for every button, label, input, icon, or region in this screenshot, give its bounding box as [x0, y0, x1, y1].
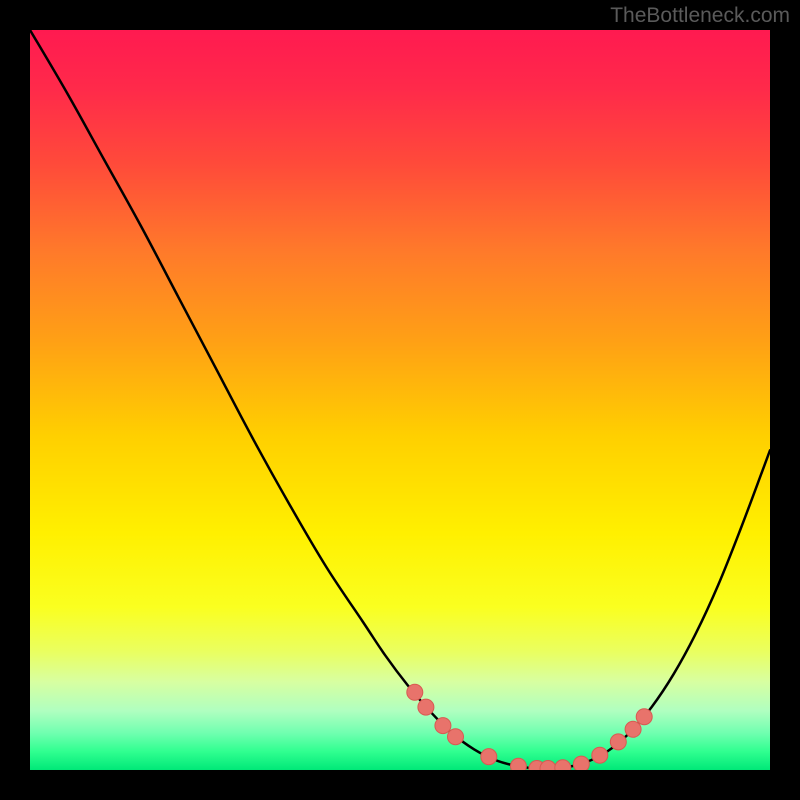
data-marker [610, 734, 626, 750]
data-marker [573, 756, 589, 770]
watermark-text: TheBottleneck.com [610, 4, 790, 28]
chart-container: TheBottleneck.com [0, 0, 800, 800]
data-marker [418, 699, 434, 715]
gradient-background [30, 30, 770, 770]
data-marker [448, 729, 464, 745]
data-marker [510, 758, 526, 770]
data-marker [481, 749, 497, 765]
data-marker [636, 709, 652, 725]
data-marker [435, 718, 451, 734]
plot-area [30, 30, 770, 770]
data-marker [625, 721, 641, 737]
data-marker [407, 684, 423, 700]
data-marker [592, 747, 608, 763]
chart-svg [30, 30, 770, 770]
